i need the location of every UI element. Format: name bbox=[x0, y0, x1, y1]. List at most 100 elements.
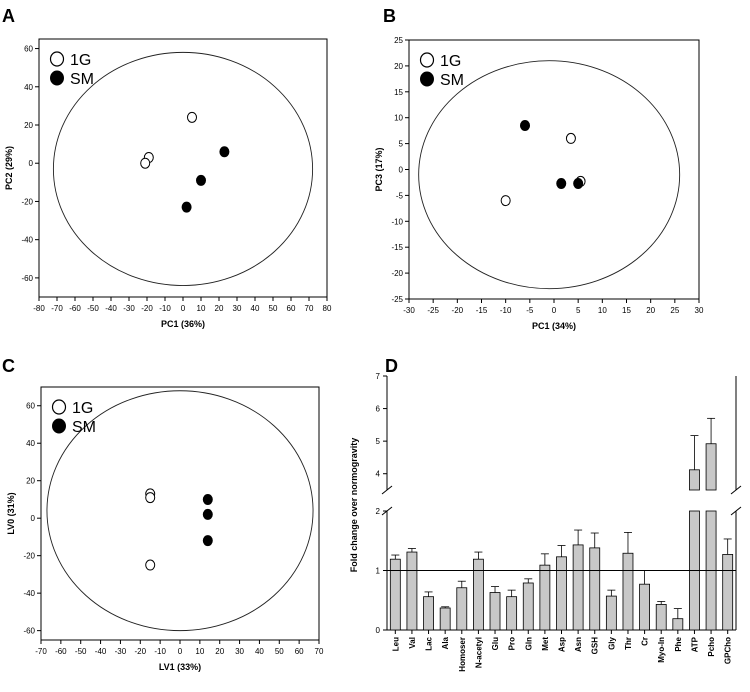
panel-d-category-label: N-acetyl bbox=[474, 637, 483, 668]
panel-d-category-label: Homoser bbox=[458, 637, 467, 672]
panel-b-x-tick-label: -30 bbox=[403, 306, 415, 315]
panel-b-point-sm bbox=[573, 177, 584, 189]
panel-c-x-tick-label: -30 bbox=[115, 647, 127, 656]
panel-d-bar bbox=[539, 564, 551, 631]
panel-b-confidence-ellipse bbox=[418, 60, 681, 290]
panel-b-point-1g bbox=[565, 132, 576, 144]
panel-a-x-tick-label: 50 bbox=[269, 304, 278, 313]
panel-d-category-label: Myo-In bbox=[657, 637, 666, 663]
panel-a-legend-sm-marker bbox=[50, 70, 64, 86]
panel-d-bar-upper-part bbox=[705, 443, 717, 491]
panel-a-x-tick-label: -40 bbox=[105, 304, 117, 313]
panel-a-x-tick-label: 0 bbox=[181, 304, 186, 313]
panel-c-x-tick-label: -40 bbox=[95, 647, 107, 656]
panel-b-y-tick-label: 5 bbox=[399, 140, 404, 149]
panel-b-y-tick-label: -10 bbox=[391, 217, 403, 226]
panel-d-category-label: Val bbox=[408, 637, 417, 649]
panel-a-x-tick-label: 30 bbox=[233, 304, 242, 313]
panel-d-bar bbox=[389, 558, 401, 631]
panel-b-y-tick-label: -20 bbox=[391, 269, 403, 278]
panel-c-x-tick-label: 40 bbox=[255, 647, 264, 656]
panel-b-y-tick-label: -5 bbox=[396, 191, 404, 200]
panel-b-x-tick-label: 30 bbox=[695, 306, 704, 315]
panel-d-bar bbox=[406, 551, 418, 631]
panel-b-y-tick-label: -25 bbox=[391, 295, 403, 304]
panel-d-category-label: Ala bbox=[441, 636, 450, 649]
panel-c-x-axis-label: LV1 (33%) bbox=[159, 662, 201, 672]
panel-d-category-label: Asp bbox=[558, 637, 567, 652]
panel-d-y-tick-label: 0 bbox=[376, 626, 381, 635]
panel-d-bar-upper-part bbox=[689, 469, 700, 491]
panel-b-x-tick-label: 10 bbox=[598, 306, 607, 315]
panel-c-x-tick-label: 0 bbox=[178, 647, 183, 656]
panel-a-x-tick-label: -30 bbox=[123, 304, 135, 313]
panel-d-bar bbox=[522, 582, 534, 631]
panel-d-y-tick-label: 4 bbox=[376, 470, 381, 479]
panel-a-x-tick-label: 60 bbox=[287, 304, 296, 313]
panel-a-legend-1g-label: 1G bbox=[70, 52, 91, 69]
panel-b-scatter-plot: B -30 -25 -20 -15 -10 -5 0 5 10 15 20 25 30-25-20-15… bbox=[374, 6, 704, 331]
panel-b-x-tick-label: 15 bbox=[622, 306, 631, 315]
panel-d-y-tick-label: 5 bbox=[376, 437, 381, 446]
panel-d-category-label: Pcho bbox=[707, 637, 716, 657]
panel-b-x-tick-label: -20 bbox=[452, 306, 464, 315]
panel-a-x-tick-label: 80 bbox=[323, 304, 332, 313]
panel-b-label: B bbox=[383, 6, 396, 26]
panel-b-legend-sm-label: SM bbox=[440, 72, 464, 89]
panel-d-category-label: GSH bbox=[591, 637, 600, 655]
panel-c-y-tick-label: 60 bbox=[26, 402, 35, 411]
panel-c-point-sm bbox=[202, 535, 213, 547]
panel-c-x-tick-label: 60 bbox=[295, 647, 304, 656]
panel-a-x-tick-label: -50 bbox=[87, 304, 99, 313]
panel-b-legend-1g-marker bbox=[419, 52, 435, 68]
panel-b-y-tick-label: 15 bbox=[394, 88, 403, 97]
panel-b-y-tick-label: 20 bbox=[394, 62, 403, 71]
panel-a-y-axis-label: PC2 (29%) bbox=[4, 146, 14, 190]
panel-a-y-tick-label: 0 bbox=[29, 159, 34, 168]
panel-b-legend-1g-label: 1G bbox=[440, 53, 461, 70]
panel-d-category-label: Leu bbox=[391, 637, 400, 651]
panel-a-y-tick-label: -40 bbox=[21, 236, 33, 245]
panel-a-x-tick-label: -80 bbox=[33, 304, 45, 313]
panel-c-y-tick-label: 20 bbox=[26, 477, 35, 486]
panel-d-category-label: Lac bbox=[425, 636, 434, 650]
panel-d-bar bbox=[572, 544, 584, 631]
panel-a-legend-1g-marker bbox=[49, 51, 65, 67]
panel-c-y-tick-label: 40 bbox=[26, 439, 35, 448]
panel-d-category-label: Gly bbox=[607, 636, 616, 649]
panel-c-legend-1g-marker bbox=[51, 399, 67, 415]
panel-c-x-tick-label: -20 bbox=[135, 647, 147, 656]
panel-a-x-tick-label: 10 bbox=[197, 304, 206, 313]
panel-d-axis-break-mark bbox=[381, 485, 393, 495]
panel-a-y-tick-label: 60 bbox=[24, 45, 33, 54]
panel-b-point-sm bbox=[520, 119, 530, 131]
panel-d-category-label: Pro bbox=[508, 637, 517, 650]
panel-c-legend-sm-marker bbox=[52, 418, 66, 434]
panel-c-y-tick-label: 0 bbox=[31, 514, 36, 523]
panel-d-category-label: Cr bbox=[641, 637, 650, 646]
panel-c-x-tick-label: 50 bbox=[275, 647, 284, 656]
panel-a-scatter-plot: A -80 -70 -60 -50 -40 -30 -20 -10 0 10 20 30 40 50 60 7… bbox=[2, 6, 332, 329]
panel-c-point-sm bbox=[202, 508, 213, 520]
panel-b-point-sm bbox=[556, 177, 567, 189]
panel-c-y-tick-label: -40 bbox=[23, 589, 35, 598]
panel-c-x-tick-label: -70 bbox=[35, 647, 47, 656]
panel-d-y-tick-label: 7 bbox=[376, 372, 381, 381]
panel-d-category-label: GPCho bbox=[724, 637, 733, 664]
panel-c-x-tick-label: 10 bbox=[195, 647, 204, 656]
panel-d-bar-chart: D 0 1 2 4 5 6 7 Leu Val Lac Ala Homoser N-acetyl Glu P… bbox=[349, 356, 742, 672]
panel-d-bar bbox=[589, 547, 601, 631]
panel-c-x-tick-label: 70 bbox=[315, 647, 324, 656]
panel-d-bar bbox=[622, 552, 634, 631]
panel-c-legend-sm-label: SM bbox=[72, 419, 96, 436]
panel-d-bar bbox=[506, 596, 518, 631]
panel-d-bar bbox=[605, 595, 617, 631]
panel-d-category-label: Gln bbox=[524, 637, 533, 650]
panel-a-y-tick-label: 20 bbox=[24, 121, 33, 130]
panel-d-bar bbox=[456, 587, 468, 631]
panel-c-x-tick-label: 30 bbox=[235, 647, 244, 656]
panel-b-x-tick-label: 0 bbox=[552, 306, 557, 315]
panel-b-x-tick-label: -5 bbox=[526, 306, 534, 315]
panel-d-bar bbox=[672, 618, 684, 631]
